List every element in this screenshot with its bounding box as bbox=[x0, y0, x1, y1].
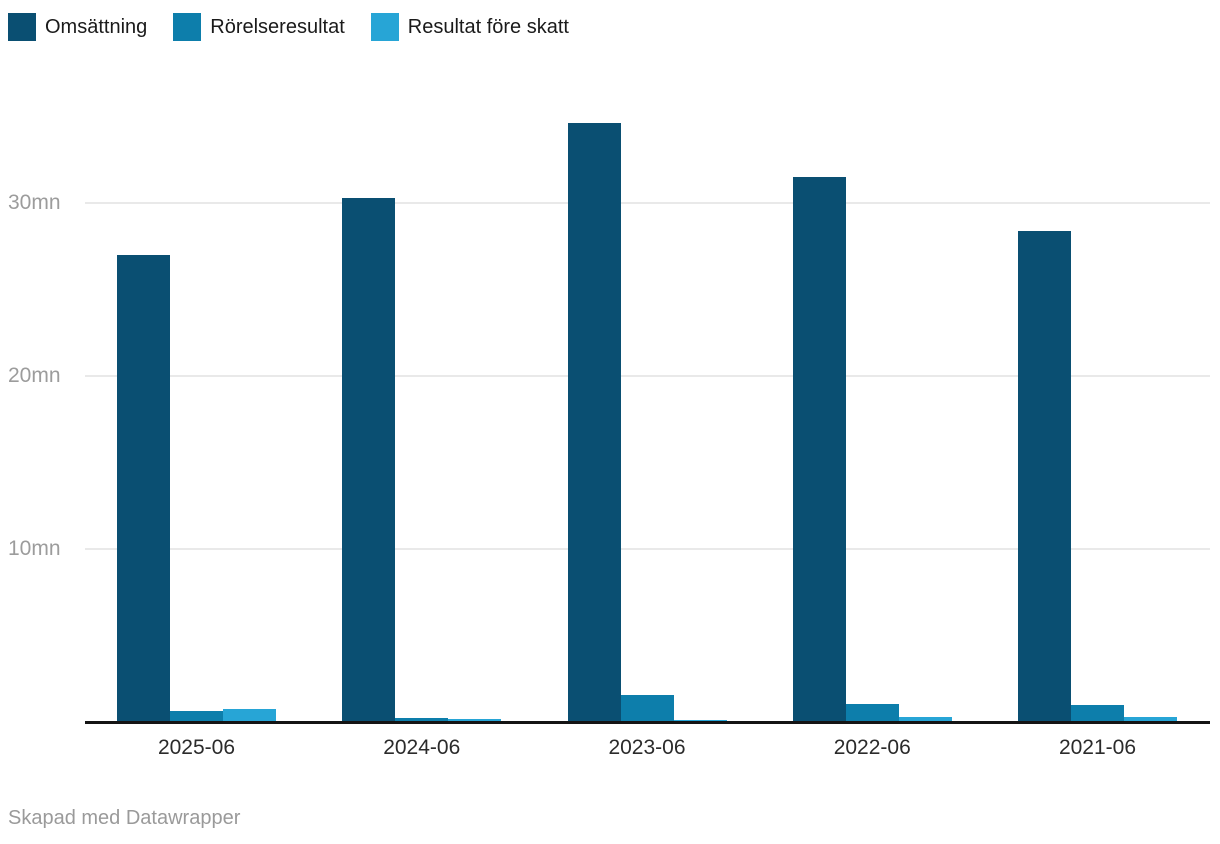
legend-label: Rörelseresultat bbox=[210, 16, 345, 38]
legend-swatch bbox=[8, 13, 36, 41]
x-axis-tick-label: 2024-06 bbox=[383, 736, 461, 759]
x-axis-tick-label: 2025-06 bbox=[157, 736, 236, 759]
bar bbox=[395, 717, 449, 722]
bar bbox=[1071, 704, 1124, 722]
bar-group bbox=[567, 0, 727, 722]
x-axis-tick-label: 2022-06 bbox=[833, 736, 911, 759]
gridline bbox=[85, 202, 1210, 204]
y-axis-tick-label: 10mn bbox=[8, 537, 61, 560]
bar-group bbox=[792, 0, 952, 722]
x-axis-tick-label: 2023-06 bbox=[608, 736, 686, 759]
bar-group bbox=[342, 0, 502, 722]
bar bbox=[223, 708, 276, 722]
bar bbox=[792, 177, 846, 722]
bar-group bbox=[1018, 0, 1177, 722]
legend-item: Omsättning bbox=[8, 13, 147, 41]
bar bbox=[1018, 230, 1071, 722]
x-axis-tick-label: 2021-06 bbox=[1058, 736, 1137, 759]
datawrapper-credit-link[interactable]: Skapad med Datawrapper bbox=[8, 807, 241, 829]
gridline bbox=[85, 548, 1210, 550]
bar bbox=[448, 719, 502, 722]
legend-swatch bbox=[173, 13, 202, 41]
bar bbox=[898, 716, 952, 722]
bar bbox=[117, 254, 170, 722]
x-axis-line bbox=[85, 721, 1210, 724]
legend-label: Omsättning bbox=[45, 16, 148, 38]
legend-swatch bbox=[370, 13, 399, 41]
y-axis-tick-label: 20mn bbox=[8, 364, 61, 387]
legend: Omsättning Rörelseresultat Resultat före s… bbox=[8, 13, 569, 41]
legend-item: Resultat före skatt bbox=[370, 13, 569, 41]
bar bbox=[342, 197, 396, 722]
bar bbox=[620, 695, 674, 722]
bar-group bbox=[117, 0, 276, 722]
bar bbox=[845, 703, 899, 722]
legend-item: Rörelseresultat bbox=[173, 13, 345, 41]
bar bbox=[170, 710, 223, 722]
gridline bbox=[85, 375, 1210, 377]
legend-label: Resultat före skatt bbox=[407, 16, 569, 38]
y-axis-tick-label: 30mn bbox=[8, 191, 61, 214]
bar bbox=[1124, 716, 1177, 722]
bar bbox=[567, 123, 621, 722]
